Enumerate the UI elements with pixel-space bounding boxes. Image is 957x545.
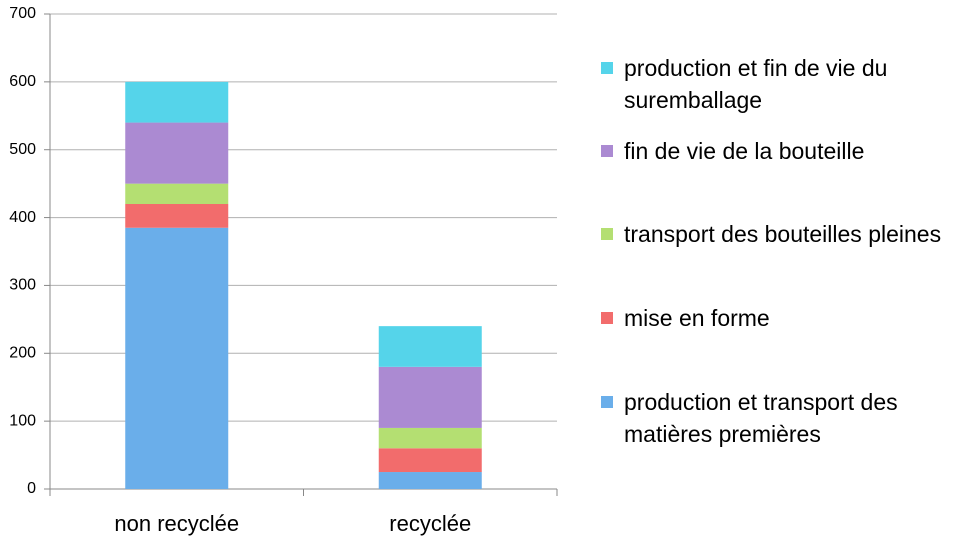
y-tick-label: 600 xyxy=(9,73,36,90)
legend-entry: mise en forme xyxy=(601,302,946,334)
legend-entry: fin de vie de la bouteille xyxy=(601,135,946,167)
bar-segment xyxy=(378,448,482,473)
legend-label: fin de vie de la bouteille xyxy=(624,138,865,164)
legend-swatch xyxy=(601,396,613,408)
bar-segment xyxy=(378,366,482,428)
legend-entry: production et fin de vie du suremballage xyxy=(601,52,946,116)
y-tick-label: 0 xyxy=(27,480,36,497)
legend-swatch xyxy=(601,228,613,240)
y-tick-label: 300 xyxy=(9,277,36,294)
bar-segment xyxy=(378,326,482,367)
x-tick-label: non recyclée xyxy=(114,511,239,536)
x-tick-label: recyclée xyxy=(389,511,471,536)
bar-segment xyxy=(378,472,482,489)
y-tick-label: 700 xyxy=(9,5,36,22)
legend-swatch xyxy=(601,145,613,157)
bar-segment xyxy=(125,227,229,489)
y-tick-label: 200 xyxy=(9,345,36,362)
y-tick-label: 500 xyxy=(9,141,36,158)
legend-label: transport des bouteilles pleines xyxy=(624,221,942,247)
legend-swatch xyxy=(601,312,613,324)
y-tick-label: 400 xyxy=(9,209,36,226)
legend-label: mise en forme xyxy=(624,305,770,331)
bar-segment xyxy=(125,204,229,228)
legend-label: production et fin de vie du suremballage xyxy=(624,55,888,113)
bar-segment xyxy=(125,122,229,184)
legend-label: production et transport des matières pre… xyxy=(624,389,898,447)
bar-segment xyxy=(378,427,482,449)
legend-entry: production et transport des matières pre… xyxy=(601,386,946,450)
y-tick-label: 100 xyxy=(9,412,36,429)
bar-segment xyxy=(125,183,229,204)
bar-segment xyxy=(125,81,229,123)
legend-swatch xyxy=(601,62,613,74)
legend-entry: transport des bouteilles pleines xyxy=(601,218,946,250)
